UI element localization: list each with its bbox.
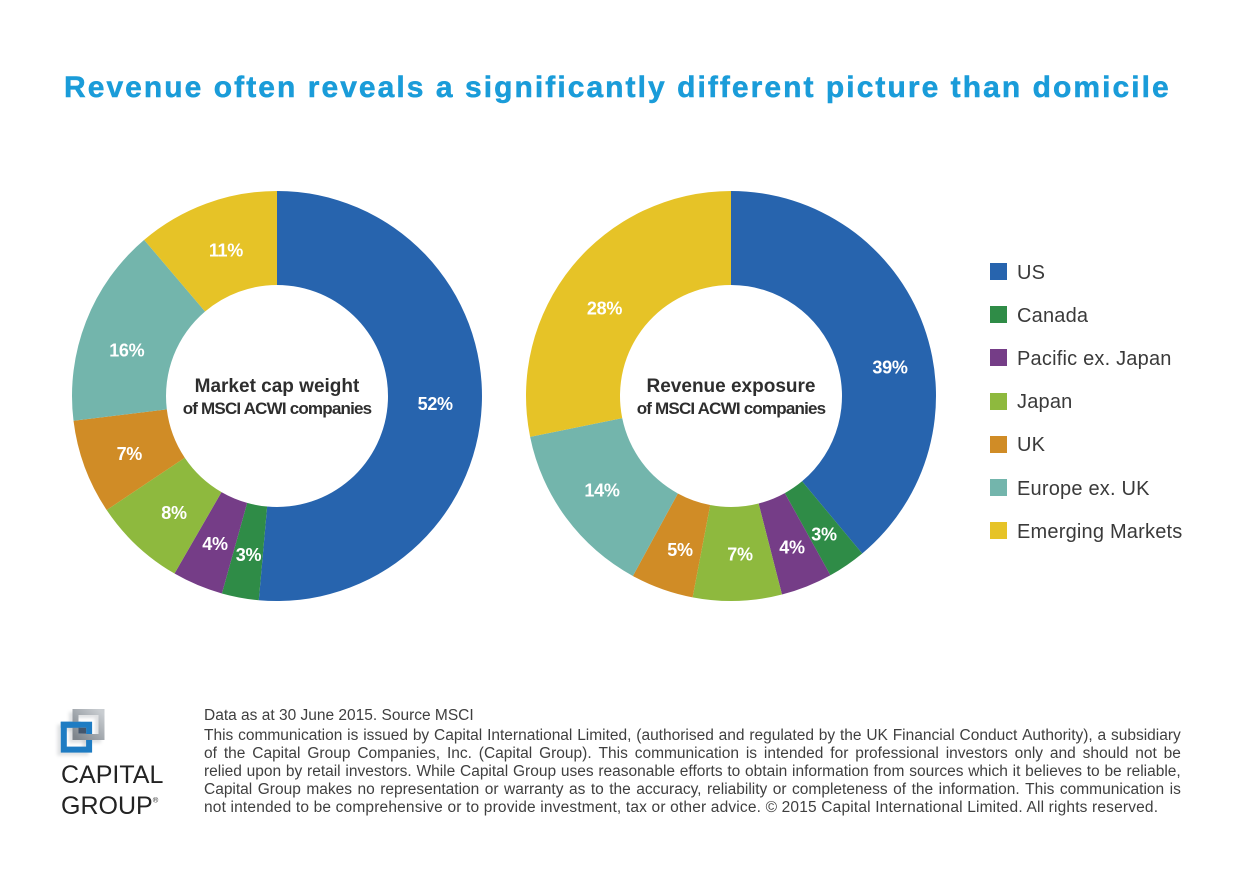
svg-text:28%: 28% [587,299,622,319]
svg-text:8%: 8% [161,503,187,523]
svg-text:4%: 4% [779,537,805,557]
svg-text:7%: 7% [117,444,143,464]
svg-text:7%: 7% [727,544,753,564]
svg-text:16%: 16% [109,341,144,361]
svg-text:39%: 39% [872,358,907,378]
svg-text:4%: 4% [202,534,228,554]
svg-text:14%: 14% [584,481,619,501]
svg-text:11%: 11% [209,240,243,260]
svg-text:52%: 52% [418,394,453,414]
svg-text:5%: 5% [667,540,693,560]
svg-text:3%: 3% [811,524,837,544]
svg-text:3%: 3% [236,545,262,565]
